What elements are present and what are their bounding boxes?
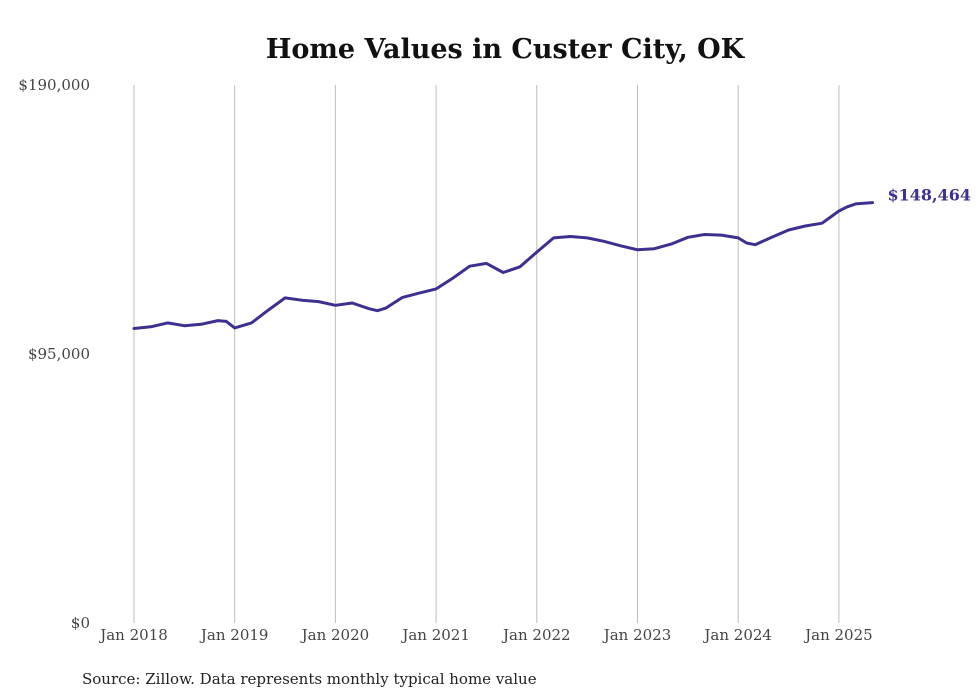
x-tick-label-2020-01: Jan 2020 (300, 626, 370, 644)
grid-lines (133, 85, 840, 623)
source-note: Source: Zillow. Data represents monthly … (82, 670, 537, 688)
x-tick-label-2019-01: Jan 2019 (199, 626, 269, 644)
y-tick-label-190000: $190,000 (18, 76, 90, 94)
x-tick-label-2023-01: Jan 2023 (602, 626, 672, 644)
end-value-label: $148,464 (887, 186, 971, 205)
x-axis-ticks: Jan 2018 Jan 2019 Jan 2020 Jan 2021 Jan 2022… (98, 626, 872, 644)
y-tick-label-95000: $95,000 (28, 345, 90, 363)
series-line-home-values (132, 201, 874, 330)
x-tick-label-2022-01: Jan 2022 (501, 626, 571, 644)
y-axis-ticks: $0 $95,000 $190,000 (18, 76, 90, 632)
x-tick-label-2021-01: Jan 2021 (400, 626, 470, 644)
y-tick-label-0: $0 (71, 614, 90, 632)
x-tick-label-2025-01: Jan 2025 (803, 626, 873, 644)
x-tick-label-2024-01: Jan 2024 (702, 626, 772, 644)
chart-title: Home Values in Custer City, OK (266, 34, 746, 65)
x-tick-label-2018-01: Jan 2018 (98, 626, 168, 644)
